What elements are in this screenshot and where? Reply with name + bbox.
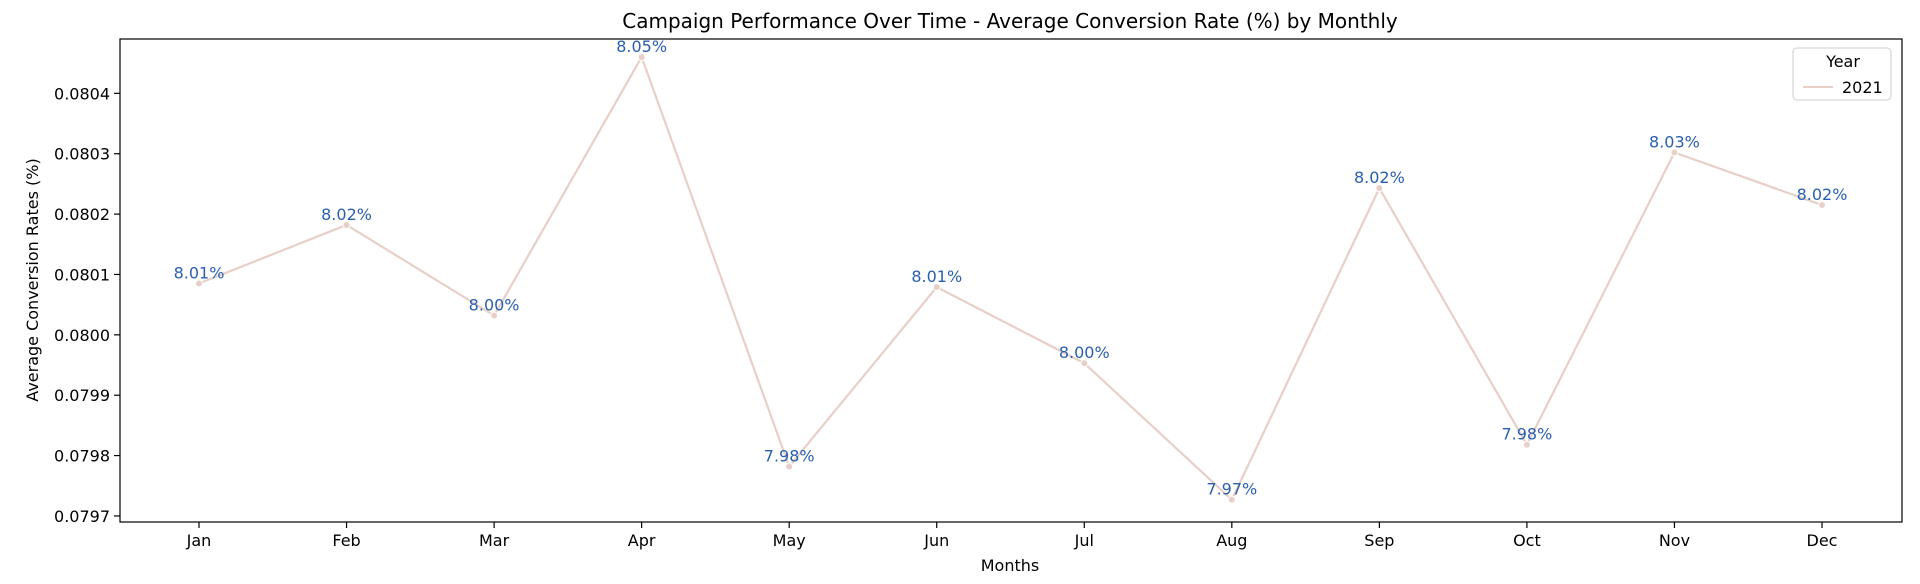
data-label: 8.05% xyxy=(616,37,667,56)
data-label: 8.01% xyxy=(174,264,225,283)
y-tick-label: 0.0798 xyxy=(54,447,110,466)
x-tick-label: May xyxy=(773,531,806,550)
y-tick-label: 0.0804 xyxy=(54,84,110,103)
y-axis: 0.0797 0.0798 0.0799 0.0800 0.0801 0.0802 0.08… xyxy=(54,84,120,526)
x-tick-label: Jul xyxy=(1074,531,1094,550)
x-tick-label: Dec xyxy=(1807,531,1838,550)
legend-entry-2021: 2021 xyxy=(1842,78,1883,97)
data-label: 7.98% xyxy=(764,446,815,465)
x-tick-label: Jun xyxy=(923,531,949,550)
data-point xyxy=(195,279,203,288)
data-label: 7.97% xyxy=(1206,480,1257,499)
data-label: 8.02% xyxy=(1354,168,1405,187)
y-tick-label: 0.0803 xyxy=(54,145,110,164)
x-tick-label: Sep xyxy=(1364,531,1394,550)
plot-area: 8.01% 8.02% 8.00% 8.05% 7.98% 8.01% 8.00% 7.97%… xyxy=(174,37,1848,504)
x-tick-label: Mar xyxy=(479,531,510,550)
x-axis-label: Months xyxy=(981,556,1039,575)
y-tick-label: 0.0800 xyxy=(54,326,110,345)
data-label: 8.00% xyxy=(1059,343,1110,362)
data-point xyxy=(785,462,794,471)
series-line-2021 xyxy=(198,54,1823,502)
chart-title: Campaign Performance Over Time - Average… xyxy=(622,9,1398,33)
y-tick-label: 0.0797 xyxy=(54,507,110,526)
data-point xyxy=(1375,184,1384,193)
data-point xyxy=(1080,359,1089,368)
x-tick-label: Apr xyxy=(628,531,656,550)
data-point xyxy=(932,283,941,292)
y-tick-label: 0.0802 xyxy=(54,205,110,224)
legend: Year 2021 xyxy=(1792,47,1892,101)
y-tick-label: 0.0801 xyxy=(54,265,110,284)
data-label: 8.02% xyxy=(321,205,372,224)
x-tick-label: Feb xyxy=(332,531,360,550)
data-point xyxy=(342,220,351,229)
y-tick-label: 0.0799 xyxy=(54,386,110,405)
x-tick-label: Nov xyxy=(1659,531,1690,550)
data-label: 8.03% xyxy=(1649,133,1700,152)
plot-frame xyxy=(119,38,1903,523)
data-point xyxy=(490,311,499,320)
x-tick-label: Oct xyxy=(1513,531,1541,550)
x-tick-label: Aug xyxy=(1216,531,1247,550)
data-label: 8.02% xyxy=(1797,185,1848,204)
x-axis: Jan Feb Mar Apr May Jun Jul Aug Sep Oct Nov Dec xyxy=(186,522,1838,550)
x-tick-label: Jan xyxy=(186,531,212,550)
data-label: 7.98% xyxy=(1501,425,1552,444)
legend-title: Year xyxy=(1825,52,1860,71)
data-point xyxy=(637,53,646,62)
data-point xyxy=(1522,440,1531,449)
data-point xyxy=(1227,495,1236,504)
data-label: 8.00% xyxy=(469,296,520,315)
data-point xyxy=(1818,201,1826,210)
y-axis-label: Average Conversion Rates (%) xyxy=(23,158,42,401)
data-label: 8.01% xyxy=(911,267,962,286)
data-point xyxy=(1670,148,1679,157)
